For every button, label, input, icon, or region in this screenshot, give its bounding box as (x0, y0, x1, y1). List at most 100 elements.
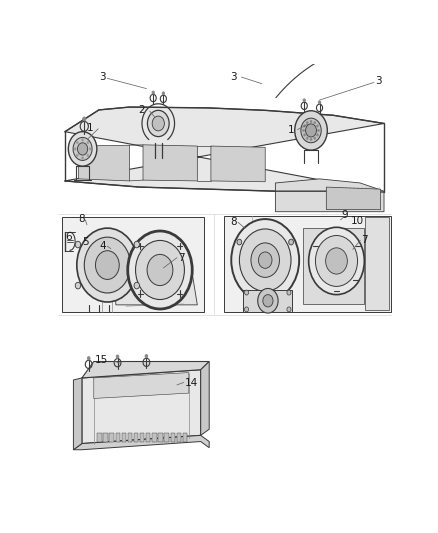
Text: 5: 5 (83, 237, 89, 247)
Text: 9: 9 (341, 210, 347, 220)
Polygon shape (326, 187, 381, 209)
Circle shape (74, 148, 76, 150)
Circle shape (240, 229, 291, 292)
Polygon shape (303, 228, 364, 304)
Circle shape (325, 248, 347, 274)
Polygon shape (114, 253, 197, 305)
Circle shape (263, 293, 268, 299)
Circle shape (81, 139, 84, 141)
Polygon shape (276, 179, 384, 212)
Polygon shape (116, 433, 120, 442)
Text: 2: 2 (138, 106, 145, 115)
Polygon shape (365, 216, 389, 310)
Circle shape (78, 143, 88, 155)
Polygon shape (170, 433, 175, 442)
Polygon shape (55, 214, 211, 314)
Circle shape (263, 295, 273, 307)
Circle shape (301, 118, 321, 143)
Circle shape (304, 125, 306, 127)
Text: 8: 8 (230, 217, 237, 228)
Polygon shape (74, 435, 209, 450)
Circle shape (287, 290, 291, 295)
Circle shape (76, 154, 78, 157)
Text: 6: 6 (66, 232, 72, 242)
Circle shape (237, 239, 242, 245)
Text: 7: 7 (361, 236, 367, 245)
Text: 3: 3 (99, 72, 106, 82)
Circle shape (295, 111, 327, 150)
Polygon shape (201, 361, 209, 435)
Circle shape (306, 122, 308, 124)
Circle shape (135, 240, 184, 300)
Circle shape (87, 357, 90, 360)
Polygon shape (140, 433, 145, 442)
Polygon shape (152, 433, 156, 442)
Text: 15: 15 (95, 356, 108, 365)
Polygon shape (61, 216, 204, 312)
Polygon shape (78, 145, 130, 181)
Circle shape (317, 134, 318, 136)
Circle shape (258, 288, 278, 313)
Circle shape (145, 354, 148, 358)
Circle shape (317, 125, 318, 127)
Circle shape (87, 154, 89, 157)
Polygon shape (74, 378, 82, 450)
Circle shape (310, 120, 312, 123)
Circle shape (152, 116, 164, 131)
Circle shape (314, 122, 316, 124)
Circle shape (303, 129, 304, 132)
Polygon shape (221, 214, 394, 314)
Text: 1: 1 (87, 123, 94, 133)
Circle shape (134, 241, 139, 248)
Text: 7: 7 (178, 253, 184, 263)
Circle shape (258, 252, 272, 268)
Circle shape (147, 254, 173, 286)
Circle shape (287, 307, 291, 312)
Circle shape (81, 157, 84, 159)
Circle shape (303, 99, 305, 102)
Circle shape (73, 138, 92, 160)
Circle shape (244, 290, 249, 295)
Circle shape (231, 219, 299, 301)
Circle shape (318, 129, 320, 132)
Polygon shape (55, 64, 394, 214)
Polygon shape (134, 433, 138, 442)
Text: 3: 3 (230, 72, 237, 82)
Polygon shape (94, 373, 189, 399)
Polygon shape (97, 433, 102, 442)
Circle shape (89, 148, 91, 150)
Polygon shape (177, 433, 181, 442)
Circle shape (306, 137, 308, 140)
Circle shape (87, 141, 89, 144)
Text: 4: 4 (100, 241, 106, 251)
Polygon shape (103, 433, 108, 442)
Circle shape (310, 138, 312, 141)
Polygon shape (110, 433, 114, 442)
Polygon shape (164, 433, 169, 442)
Polygon shape (243, 290, 293, 312)
Polygon shape (128, 433, 132, 442)
Circle shape (134, 282, 139, 289)
Circle shape (83, 117, 86, 121)
Circle shape (244, 307, 249, 312)
Circle shape (251, 243, 279, 277)
Polygon shape (224, 216, 391, 312)
Polygon shape (65, 107, 384, 192)
Circle shape (128, 231, 192, 309)
Circle shape (75, 282, 81, 289)
Polygon shape (55, 314, 394, 474)
Circle shape (95, 251, 119, 279)
Circle shape (318, 101, 321, 104)
Circle shape (315, 236, 357, 286)
Text: 10: 10 (351, 216, 364, 226)
Text: 14: 14 (184, 378, 198, 388)
Polygon shape (183, 433, 187, 442)
Circle shape (84, 237, 131, 293)
Polygon shape (211, 146, 265, 182)
Circle shape (309, 227, 364, 295)
Polygon shape (82, 361, 209, 378)
Text: 8: 8 (78, 214, 85, 224)
Text: 3: 3 (375, 76, 381, 86)
Circle shape (289, 239, 293, 245)
Polygon shape (82, 370, 201, 443)
